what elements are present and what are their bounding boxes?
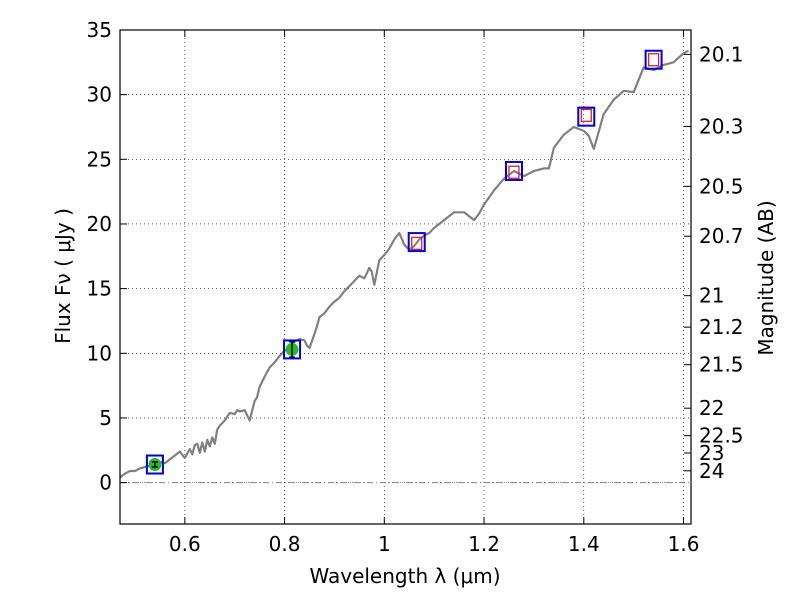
x-tick-label: 0.6 xyxy=(169,532,201,556)
model-point xyxy=(283,339,302,360)
y-tick-label: 5 xyxy=(99,406,112,430)
x-tick-label: 1.4 xyxy=(568,532,600,556)
axis-ticks: 0.6 0.8 1 1.2 1.4 1.6 0 5 10 15 20 25 30 35 20.1 20.3 20… xyxy=(87,18,744,556)
mag-tick-label: 24 xyxy=(699,459,724,483)
mag-tick-label: 21 xyxy=(699,284,724,308)
model-point xyxy=(644,49,663,70)
spectrum-layer xyxy=(119,49,690,479)
model-point xyxy=(407,232,426,253)
plot-frame xyxy=(119,29,692,525)
y-tick-label: 0 xyxy=(99,471,112,495)
mag-tick-label: 20.3 xyxy=(699,114,744,138)
mag-tick-label: 20.7 xyxy=(699,224,744,248)
magnitude-axis-label: Magnitude (AB) xyxy=(754,200,778,355)
y-tick-label: 20 xyxy=(87,212,112,236)
y-tick-label: 10 xyxy=(87,341,112,365)
mag-tick-label: 22 xyxy=(699,396,724,420)
x-tick-label: 0.8 xyxy=(269,532,301,556)
y-tick-label: 30 xyxy=(87,83,112,107)
x-tick-label: 1 xyxy=(378,532,391,556)
filter-point xyxy=(411,236,423,251)
model-point xyxy=(504,160,523,181)
photometry-markers xyxy=(145,49,663,475)
y-axis-label: Flux Fν ( μJy ) xyxy=(51,208,75,344)
mag-tick-label: 20.1 xyxy=(699,42,744,66)
mag-tick-label: 21.2 xyxy=(699,315,744,339)
spectrum-line xyxy=(119,49,690,479)
model-point xyxy=(145,454,164,475)
filter-point xyxy=(647,53,660,67)
y-tick-label: 25 xyxy=(87,147,112,171)
filter-point xyxy=(580,108,592,123)
y-tick-label: 35 xyxy=(87,18,112,42)
filter-point xyxy=(508,165,520,179)
mag-tick-label: 20.5 xyxy=(699,174,744,198)
mag-tick-label: 21.5 xyxy=(699,353,744,377)
model-point xyxy=(577,106,596,127)
x-axis-label: Wavelength λ (μm) xyxy=(309,564,500,588)
x-tick-label: 1.6 xyxy=(668,532,700,556)
x-tick-label: 1.2 xyxy=(468,532,500,556)
mag-tick-label: 22.5 xyxy=(699,424,744,448)
mag-tick-label: 23 xyxy=(699,441,724,465)
y-tick-label: 15 xyxy=(87,277,112,301)
